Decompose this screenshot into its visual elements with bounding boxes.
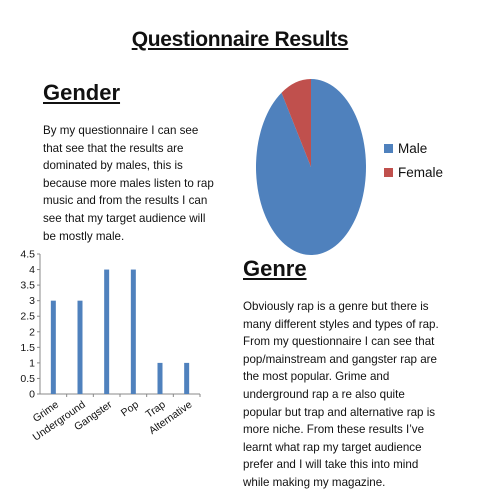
legend-swatch [384,167,393,177]
bar-grime [50,300,56,394]
pie-slice-female [281,79,311,167]
genre-bar-chart: 0 0.5 1 1.5 2 2.5 3 3.5 4 4.5 Grime Underground Gang… [0,244,215,454]
bar-gangster [104,269,110,394]
bar-underground [77,300,83,394]
y-tick-label: 4 [29,264,35,276]
bar-alternative [184,362,190,394]
y-tick-label: 3 [29,295,35,307]
legend-item-male: Male [384,136,443,160]
gender-pie-svg [256,79,366,255]
legend-item-female: Female [384,160,443,184]
legend-label: Male [398,140,428,156]
gender-heading: Gender [43,80,121,105]
y-tick-label: 3.5 [20,280,35,292]
gender-pie-chart [254,78,460,258]
y-tick-label: 1.5 [20,342,35,354]
y-tick-label: 2 [29,326,35,338]
y-tick-label: 0 [29,389,35,401]
genre-bar-svg: 00.511.522.533.544.5GrimeUndergroundGang… [20,249,201,444]
y-tick-label: 4.5 [20,249,35,261]
y-tick-label: 1 [29,357,35,369]
bar-trap [157,362,163,394]
bar-pop [130,269,136,394]
gender-paragraph: By my questionnaire I can see that see t… [43,124,214,243]
page-title: Questionnaire Results [131,28,349,51]
y-tick-label: 0.5 [20,373,35,385]
legend-label: Female [398,164,444,180]
genre-heading: Genre [243,256,307,281]
genre-paragraph: Obviously rap is a genre but there is ma… [243,300,439,489]
legend-swatch [384,143,393,153]
gender-pie-legend: Male Female [384,136,443,184]
y-tick-label: 2.5 [20,311,35,323]
x-tick-label: Pop [119,399,141,420]
